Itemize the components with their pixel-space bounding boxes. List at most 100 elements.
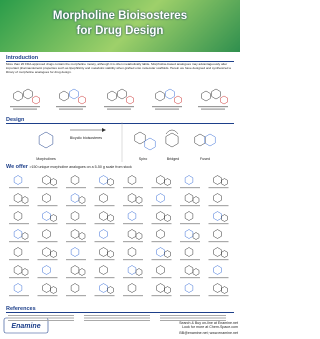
id-placeholder (66, 205, 86, 207)
caption-placeholder (59, 108, 83, 110)
intro-text: More than 20 FDA-approved drugs contain … (6, 62, 231, 74)
molecule-ring (184, 211, 194, 221)
molecule-ring (164, 178, 171, 186)
molecule-ring (78, 232, 86, 240)
molecule-ring (184, 229, 194, 239)
id-placeholder (94, 259, 115, 261)
id-placeholder (94, 205, 115, 207)
footer-line: Search & Buy on-line at Enamine.net (179, 321, 238, 325)
offer-text: >150 unique morpholine analogues on a 5-… (29, 165, 132, 169)
molecule-ring (213, 193, 222, 203)
molecule-ring (192, 232, 200, 240)
molecule-ring (127, 247, 137, 257)
footer-line: BB@enamine.net; www.enamine.net (179, 330, 238, 335)
molecule-ring (184, 193, 194, 203)
molecule-ring (213, 229, 222, 239)
molecule-ring (127, 265, 137, 275)
molecule-ring (70, 193, 80, 203)
molecule-ring (184, 175, 194, 185)
molecule-ring (107, 178, 114, 186)
molecule-ring (194, 133, 206, 147)
id-placeholder (9, 277, 29, 279)
molecule-ring (99, 211, 108, 221)
section-heading: We offer >150 unique morpholine analogue… (6, 164, 234, 170)
footer-text: Search & Buy on-line at Enamine.net Look… (110, 321, 238, 335)
molecule-ring (135, 232, 143, 240)
id-placeholder (123, 259, 143, 261)
molecule-ring (165, 132, 179, 148)
id-placeholder (180, 277, 200, 279)
molecule-ring (13, 90, 23, 102)
id-placeholder (9, 241, 29, 243)
id-placeholder (37, 295, 58, 297)
molecule-ring (127, 193, 137, 203)
molecule-ring (70, 265, 80, 275)
molecule-ring (59, 90, 69, 102)
molecule-ring (221, 214, 228, 222)
molecule-ring (70, 211, 80, 221)
molecule-ring (107, 250, 114, 258)
id-placeholder (151, 259, 172, 261)
molecule-ring (50, 250, 57, 258)
molecule-ring (211, 88, 221, 100)
id-placeholder (123, 295, 143, 297)
caption-placeholder (201, 108, 225, 110)
id-placeholder (9, 223, 29, 225)
molecule-ring (192, 196, 200, 204)
section-heading: Design (6, 117, 234, 124)
id-placeholder (66, 295, 86, 297)
id-placeholder (94, 223, 115, 225)
id-placeholder (37, 187, 58, 189)
molecule-ring (220, 95, 228, 105)
id-placeholder (208, 259, 229, 261)
id-placeholder (66, 187, 86, 189)
molecule-ring (13, 193, 23, 203)
molecule-ring (155, 90, 165, 102)
id-placeholder (9, 205, 29, 207)
caption-placeholder (155, 108, 179, 110)
molecule-ring (99, 283, 108, 293)
molecule-ring (221, 178, 228, 186)
design-label: Bridged (166, 157, 180, 161)
molecule-ring (156, 211, 165, 221)
molecule-ring (184, 283, 194, 293)
id-placeholder (180, 241, 200, 243)
id-placeholder (94, 277, 115, 279)
id-placeholder (208, 205, 229, 207)
id-placeholder (123, 241, 143, 243)
bridge (165, 129, 179, 135)
molecule-ring (213, 247, 222, 257)
molecule-ring (42, 283, 51, 293)
molecule-ring (23, 88, 33, 100)
molecule-ring (42, 193, 51, 203)
id-placeholder (66, 259, 86, 261)
footer-line: Look for more at Chem-Space.com (182, 325, 238, 330)
reference-placeholder (160, 320, 226, 321)
molecule-ring (213, 211, 222, 221)
reference-placeholder (84, 315, 150, 316)
poster: Morpholine Bioisosteres for Drug Design … (0, 0, 240, 335)
molecule-ring (21, 268, 29, 276)
molecule-ring (192, 268, 200, 276)
caption-placeholder (104, 106, 134, 108)
id-placeholder (208, 277, 229, 279)
reference-placeholder (160, 317, 226, 319)
molecule-ring (156, 193, 165, 203)
reference-placeholder (160, 315, 226, 316)
molecule-ring (107, 90, 117, 102)
heading-text: We offer (6, 164, 28, 170)
design-label: Morpholines (36, 157, 56, 161)
id-placeholder (180, 205, 200, 207)
header-banner (0, 0, 240, 52)
id-placeholder (123, 223, 143, 225)
id-placeholder (180, 295, 200, 297)
molecule-ring (42, 175, 51, 185)
reference-placeholder (84, 317, 150, 319)
caption-placeholder (13, 108, 37, 110)
molecule-ring (204, 133, 216, 147)
molecule-ring (70, 229, 80, 239)
molecule-ring (78, 196, 86, 204)
molecule-ring (184, 247, 194, 257)
molecule-ring (164, 250, 171, 258)
molecule-ring (165, 88, 175, 100)
